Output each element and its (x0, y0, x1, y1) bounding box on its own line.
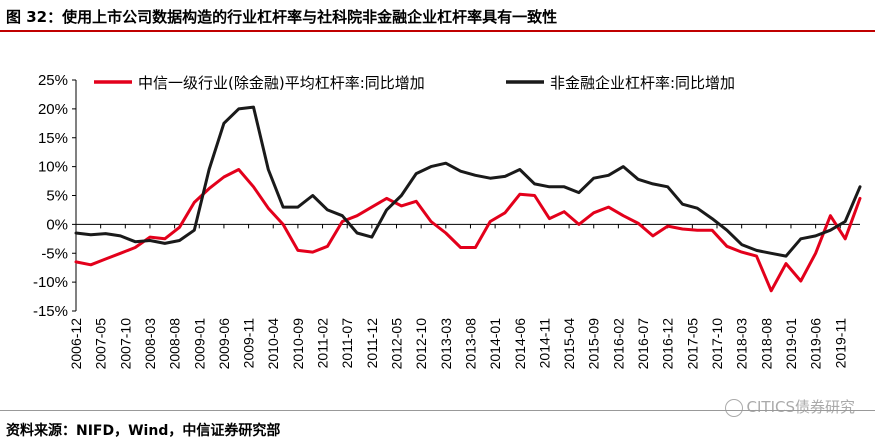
x-tick-label: 2015-04 (561, 318, 577, 370)
series-line-black (74, 105, 862, 258)
x-tick-label: 2010-09 (290, 318, 306, 370)
x-tick-label: 2013-08 (462, 318, 478, 370)
x-tick-label: 2019-06 (808, 318, 824, 370)
y-tick-label: -5% (41, 245, 68, 262)
x-tick-label: 2008-08 (167, 318, 183, 370)
x-tick-label: 2014-01 (487, 318, 503, 370)
y-tick-label: 20% (38, 101, 68, 118)
x-tick-label: 2014-11 (536, 318, 552, 369)
x-tick-label: 2006-12 (68, 318, 84, 370)
y-tick-label: -15% (33, 303, 68, 320)
x-tick-label: 2018-03 (734, 318, 750, 370)
y-tick-label: 0% (46, 216, 68, 233)
watermark: CITICS债券研究 (724, 396, 855, 417)
x-tick-label: 2017-10 (709, 318, 725, 370)
x-tick-label: 2011-02 (315, 318, 331, 369)
series-line-red (74, 168, 862, 293)
x-tick-label: 2012-10 (413, 318, 429, 370)
x-tick-label: 2015-09 (586, 318, 602, 370)
x-tick-label: 2009-01 (191, 318, 207, 370)
x-tick-label: 2019-11 (832, 318, 848, 369)
source-divider (0, 410, 875, 411)
figure-title: 图 32：使用上市公司数据构造的行业杠杆率与社科院非金融企业杠杆率具有一致性 (6, 8, 558, 26)
y-tick-label: 15% (38, 130, 68, 147)
y-tick-label: -10% (33, 274, 68, 291)
x-tick-label: 2016-07 (635, 318, 651, 370)
y-tick-label: 5% (46, 188, 68, 205)
x-tick-label: 2014-06 (512, 318, 528, 370)
title-underline (0, 30, 875, 32)
x-tick-label: 2019-01 (783, 318, 799, 370)
x-tick-label: 2016-02 (610, 318, 626, 370)
legend-label: 非金融企业杠杆率:同比增加 (550, 74, 735, 92)
x-tick-label: 2017-05 (684, 318, 700, 370)
x-tick-label: 2007-05 (93, 318, 109, 370)
x-tick-label: 2011-12 (364, 318, 380, 369)
line-chart: 25% 20% 15% 10% 5% 0% -5% -10% -15%2006-12 2007-0… (33, 72, 862, 370)
wechat-icon (724, 398, 743, 417)
source-note: 资料来源：NIFD，Wind，中信证券研究部 (6, 423, 281, 439)
figure-title-bar: 图 32：使用上市公司数据构造的行业杠杆率与社科院非金融企业杠杆率具有一致性 (0, 0, 875, 32)
x-tick-label: 2007-10 (117, 318, 133, 370)
x-tick-label: 2009-11 (241, 318, 257, 369)
legend-label: 中信一级行业(除金融)平均杠杆率:同比增加 (138, 74, 425, 92)
x-tick-label: 2012-05 (389, 318, 405, 370)
y-tick-label: 10% (38, 159, 68, 176)
x-tick-label: 2011-07 (339, 318, 355, 369)
x-tick-label: 2009-06 (216, 318, 232, 370)
y-tick-label: 25% (38, 72, 68, 89)
watermark-text: CITICS债券研究 (746, 398, 855, 416)
x-tick-label: 2008-03 (142, 318, 158, 370)
x-tick-label: 2010-04 (265, 318, 281, 370)
x-tick-label: 2018-08 (758, 318, 774, 370)
x-tick-label: 2013-03 (438, 318, 454, 370)
x-tick-label: 2016-12 (660, 318, 676, 370)
